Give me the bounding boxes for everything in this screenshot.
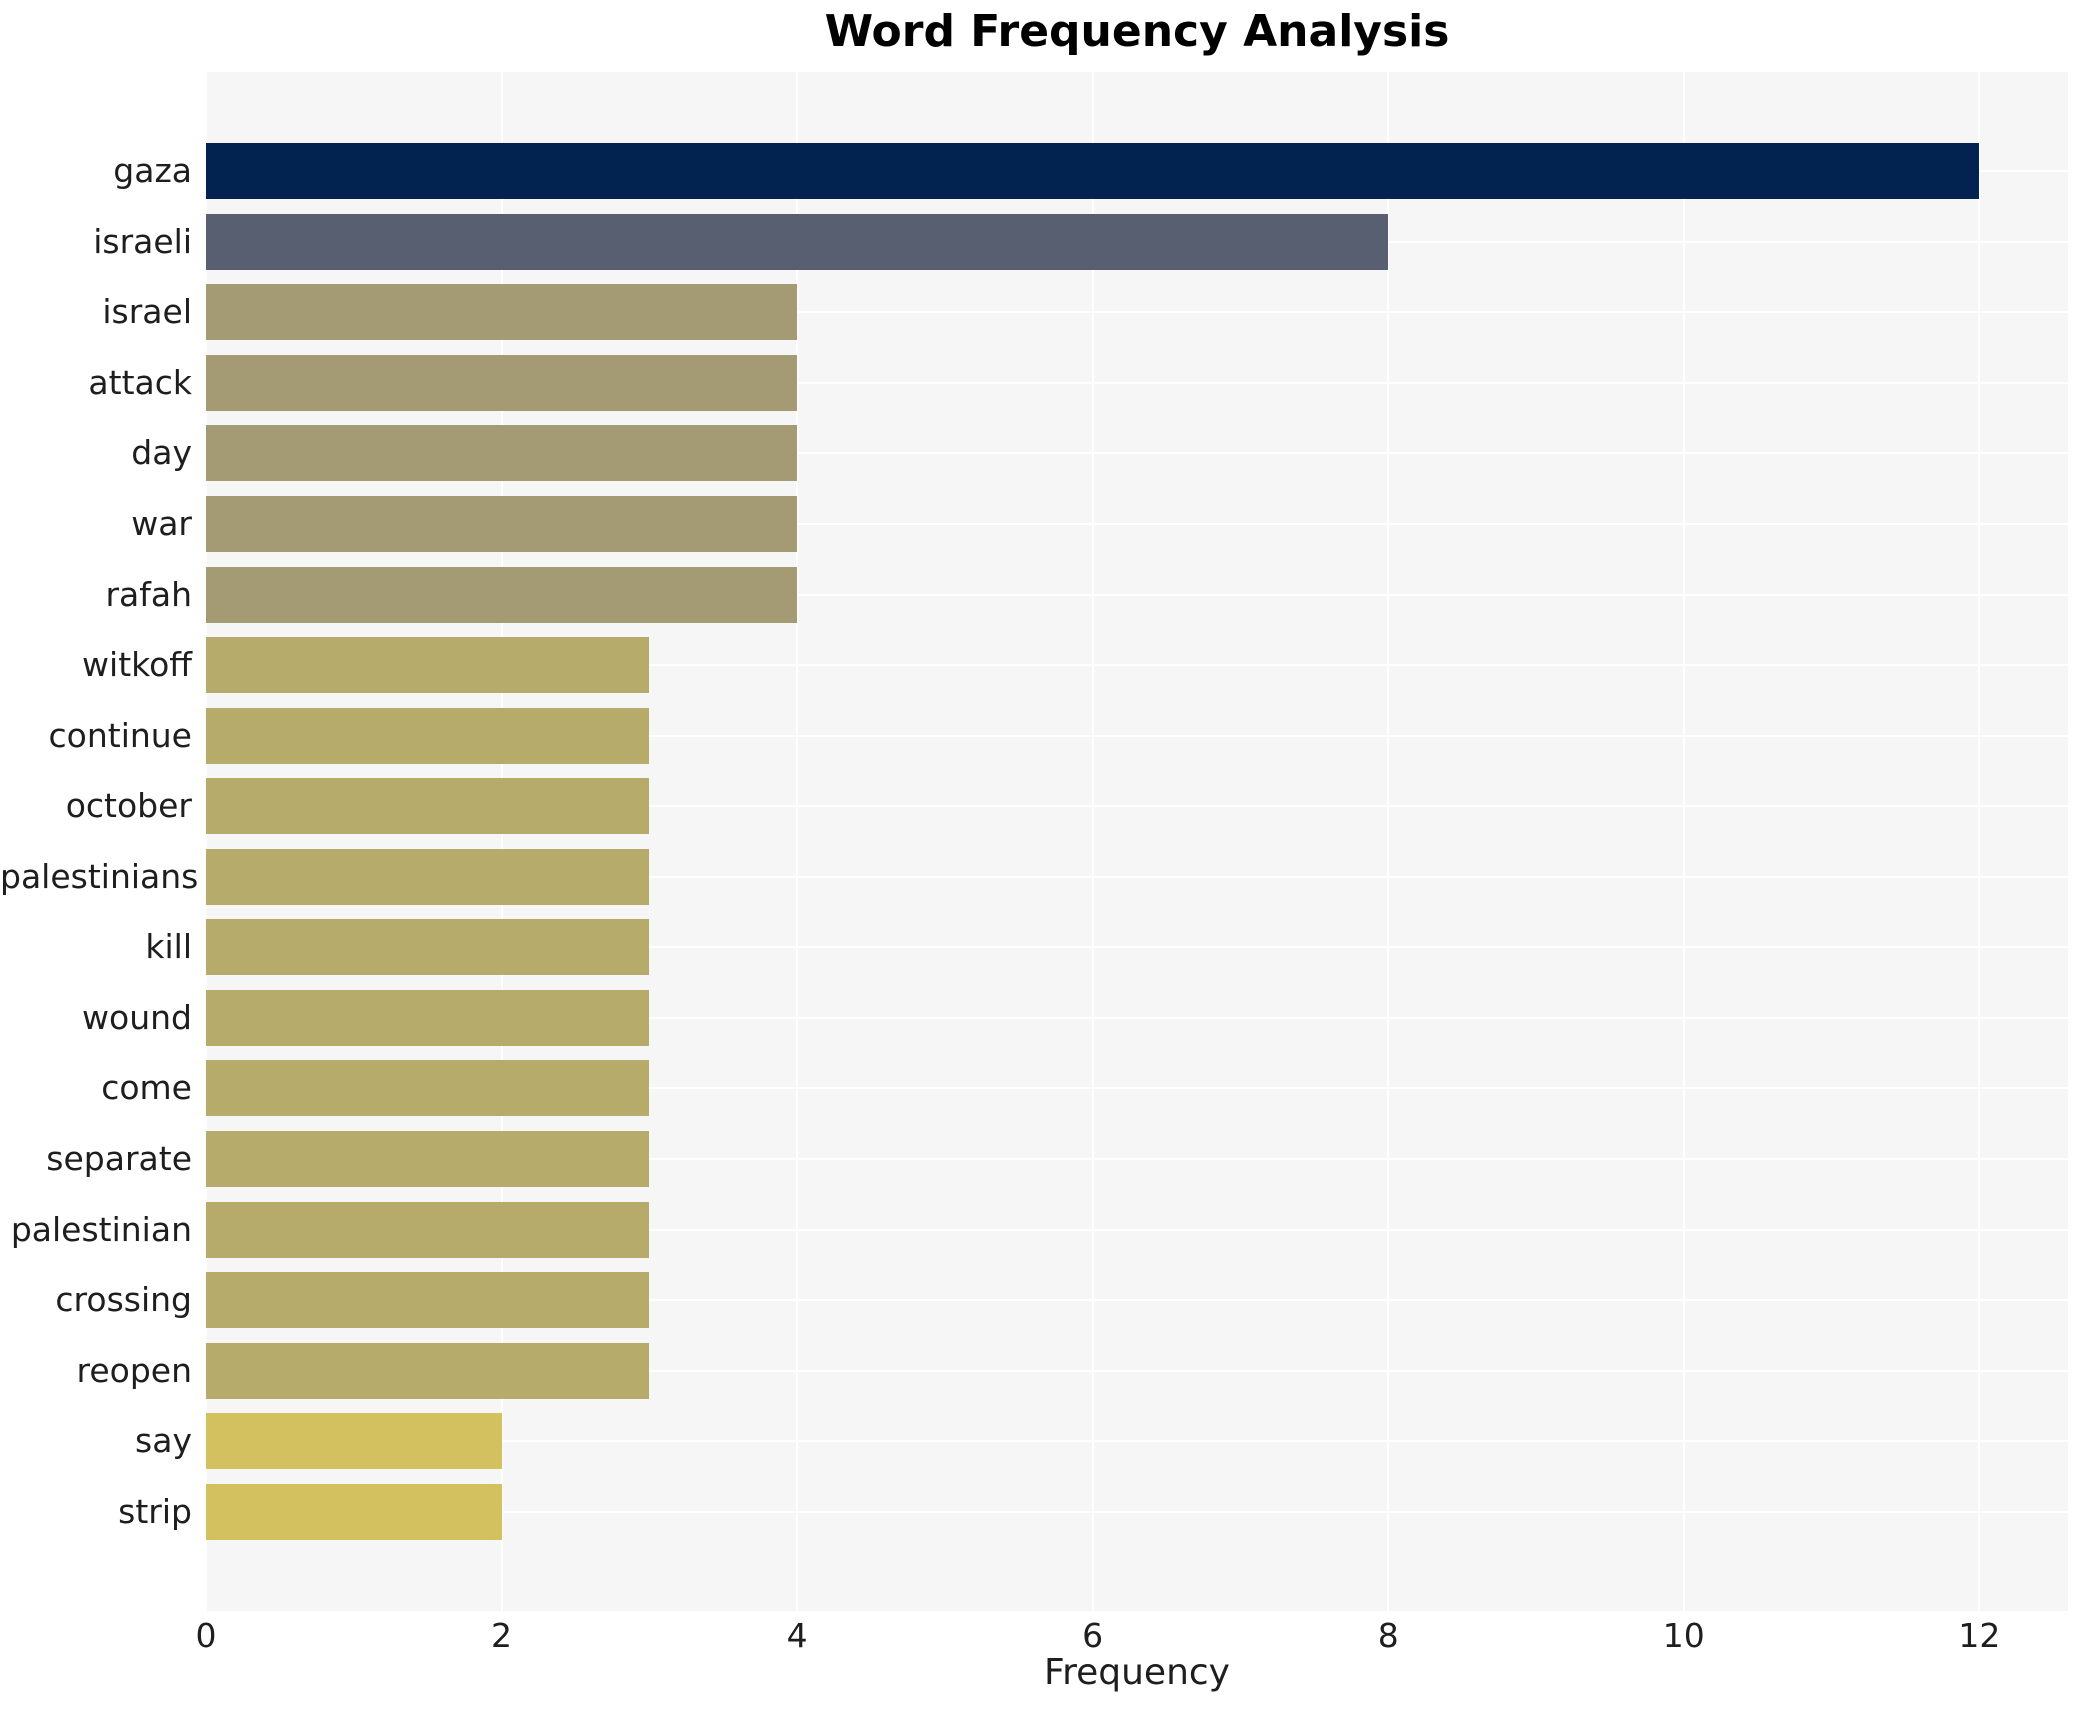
chart-title: Word Frequency Analysis [824,6,1450,57]
gridline-y-witkoff [206,664,2068,667]
gridline-y-palestinians [206,875,2068,878]
bar-israel [206,284,798,341]
category-label-wound: wound [82,997,192,1037]
category-label-kill: kill [145,927,192,967]
category-label-day: day [131,433,192,473]
plot-area [205,72,2068,1611]
bar-say [206,1413,502,1470]
category-label-palestinian: palestinian [10,1209,192,1249]
category-label-palestinians: palestinians [0,856,199,896]
category-label-reopen: reopen [76,1350,193,1390]
gridline-x-10 [1682,72,1685,1611]
x-tick-label-2: 2 [491,1616,513,1655]
gridline-y-say [206,1440,2068,1443]
gridline-y-crossing [206,1299,2068,1302]
gridline-x-8 [1387,72,1390,1611]
bar-palestinians [206,848,650,905]
category-label-say: say [135,1421,192,1461]
gridline-y-kill [206,946,2068,949]
x-tick-label-8: 8 [1377,1616,1399,1655]
x-tick-label-6: 6 [1082,1616,1104,1655]
bar-continue [206,707,650,764]
gridline-y-strip [206,1510,2068,1513]
bar-wound [206,989,650,1046]
x-tick-label-12: 12 [1958,1616,2001,1655]
category-label-gaza: gaza [113,151,192,191]
category-label-war: war [131,504,192,544]
gridline-y-continue [206,734,2068,737]
bar-rafah [206,566,798,623]
bar-gaza [206,143,1980,200]
gridline-x-6 [1091,72,1094,1611]
bar-strip [206,1483,502,1540]
category-label-israel: israel [102,292,192,332]
bar-come [206,1060,650,1117]
category-label-witkoff: witkoff [82,645,192,685]
bar-kill [206,919,650,976]
category-label-come: come [101,1068,192,1108]
bar-day [206,425,798,482]
gridline-y-day [206,452,2068,455]
gridline-y-attack [206,381,2068,384]
x-tick-label-0: 0 [195,1616,217,1655]
category-label-israeli: israeli [93,221,192,261]
bar-october [206,778,650,835]
category-label-rafah: rafah [105,574,192,614]
bar-palestinian [206,1201,650,1258]
bar-attack [206,354,798,411]
gridline-y-war [206,523,2068,526]
bar-war [206,496,798,553]
gridline-y-separate [206,1157,2068,1160]
category-label-october: october [65,786,192,826]
gridline-x-12 [1978,72,1981,1611]
bar-separate [206,1130,650,1187]
category-label-crossing: crossing [55,1280,192,1320]
category-label-continue: continue [48,715,193,755]
x-axis-label: Frequency [1044,1652,1230,1693]
bar-witkoff [206,637,650,694]
gridline-x-2 [500,72,503,1611]
gridline-y-israel [206,311,2068,314]
gridline-x-4 [796,72,799,1611]
x-tick-label-4: 4 [786,1616,808,1655]
gridline-x-0 [205,72,207,1611]
gridline-y-rafah [206,593,2068,596]
category-label-separate: separate [46,1138,192,1178]
gridline-y-palestinian [206,1228,2068,1231]
gridline-y-wound [206,1016,2068,1019]
x-tick-label-10: 10 [1662,1616,1705,1655]
bar-crossing [206,1272,650,1329]
gridline-y-october [206,805,2068,808]
gridline-y-come [206,1087,2068,1090]
gridline-y-reopen [206,1369,2068,1372]
category-label-strip: strip [118,1491,192,1531]
category-label-attack: attack [88,362,192,402]
bar-reopen [206,1342,650,1399]
bar-israeli [206,213,1389,270]
